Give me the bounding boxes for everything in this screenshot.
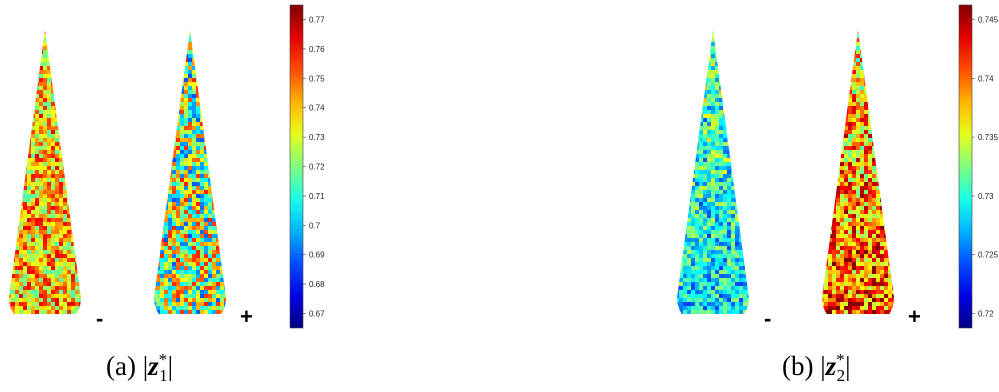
caption-b-sup: *: [836, 350, 845, 369]
caption-a-prefix: (a): [106, 351, 136, 381]
figure-panel-b: 0.745 0.74 0.735 0.73 0.725 0.72 - + (b) |z*2…: [500, 0, 999, 392]
colorbar-tick-label: 0.74: [978, 74, 994, 83]
caption-a-variable: z: [148, 351, 159, 381]
minus-side-label: -: [764, 306, 772, 331]
caption-a-sub: 1: [159, 366, 168, 386]
colorbar-tick-label: 0.76: [309, 45, 325, 54]
caption-b-prefix: (b): [782, 351, 814, 381]
cone-minus: [9, 30, 81, 314]
plus-side-label: +: [908, 304, 921, 329]
caption-b-variable: z: [825, 351, 837, 381]
cone-plus: [822, 30, 894, 314]
colorbar-gradient: [958, 4, 973, 329]
colorbar-tick-label: 0.72: [309, 163, 325, 172]
colorbar-tick-label: 0.69: [309, 251, 325, 260]
colorbar-tick-label: 0.77: [309, 16, 325, 25]
colorbar-tick-label: 0.71: [309, 192, 325, 201]
plus-side-label: +: [240, 304, 253, 329]
colorbar-a: 0.77 0.76 0.75 0.74 0.73 0.72 0.71 0.7 0.69 0.68 0…: [289, 4, 325, 329]
cone-minus: [677, 30, 749, 314]
colorbar-tick-label: 0.735: [978, 133, 999, 142]
minus-side-label: -: [96, 306, 104, 331]
caption-b-sub: 2: [836, 366, 846, 386]
colorbar-tick-label: 0.74: [309, 104, 325, 113]
panel-b-graphics: 0.745 0.74 0.735 0.73 0.725 0.72: [677, 4, 999, 329]
caption-b: (b) |z*2|: [782, 350, 851, 386]
colorbar-tick-label: 0.725: [978, 251, 999, 260]
colorbar-b: 0.745 0.74 0.735 0.73 0.725 0.72: [958, 4, 999, 329]
colorbar-tick-label: 0.68: [309, 280, 325, 289]
colorbar-tick-label: 0.745: [978, 16, 999, 25]
panel-a-graphics: 0.77 0.76 0.75 0.74 0.73 0.72 0.71 0.7 0.69 0.68 0…: [9, 4, 325, 329]
caption-a-sup: *: [158, 350, 168, 369]
cone-plus: [154, 30, 226, 314]
colorbar-tick-label: 0.7: [309, 221, 321, 230]
colorbar-tick-label: 0.73: [309, 133, 325, 142]
colorbar-tick-label: 0.73: [978, 192, 994, 201]
figure-panel-a: 0.77 0.76 0.75 0.74 0.73 0.72 0.71 0.7 0.69 0.68 0…: [9, 4, 325, 386]
colorbar-gradient: [289, 4, 304, 329]
colorbar-tick-label: 0.67: [309, 309, 325, 318]
colorbar-tick-label: 0.72: [978, 309, 994, 318]
colorbar-tick-label: 0.75: [309, 74, 325, 83]
caption-a: (a) |z*1|: [106, 350, 174, 386]
